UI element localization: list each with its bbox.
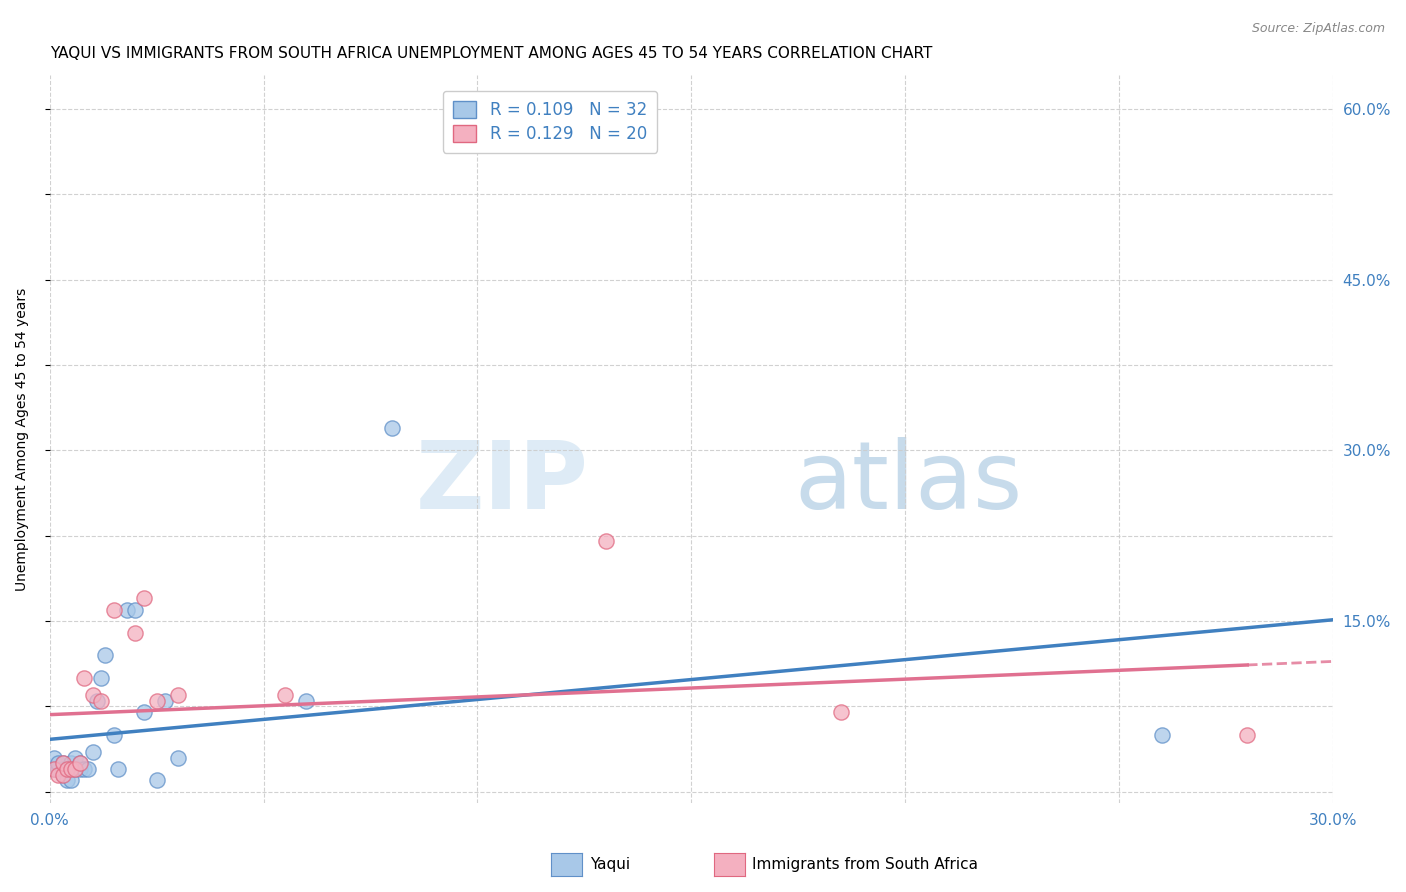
Point xyxy=(82,745,104,759)
Point xyxy=(830,705,852,719)
Point xyxy=(132,591,155,606)
Point xyxy=(124,625,146,640)
Point xyxy=(65,762,87,776)
Point xyxy=(132,705,155,719)
Text: atlas: atlas xyxy=(794,437,1022,529)
Point xyxy=(381,420,404,434)
Point xyxy=(167,688,190,702)
Point xyxy=(124,603,146,617)
Text: Immigrants from South Africa: Immigrants from South Africa xyxy=(752,857,979,872)
Point xyxy=(86,694,108,708)
Point xyxy=(274,688,297,702)
Point xyxy=(69,756,91,771)
Point xyxy=(107,762,129,776)
Text: ZIP: ZIP xyxy=(416,437,589,529)
Point xyxy=(52,768,75,782)
Text: Yaqui: Yaqui xyxy=(591,857,631,872)
Point xyxy=(90,671,112,685)
Point xyxy=(42,750,65,764)
Point xyxy=(77,762,100,776)
Point xyxy=(145,773,167,788)
Point xyxy=(65,762,87,776)
Point xyxy=(48,756,70,771)
Point xyxy=(167,750,190,764)
Point xyxy=(1236,728,1258,742)
Text: Source: ZipAtlas.com: Source: ZipAtlas.com xyxy=(1251,22,1385,36)
Y-axis label: Unemployment Among Ages 45 to 54 years: Unemployment Among Ages 45 to 54 years xyxy=(15,287,30,591)
Point xyxy=(56,773,79,788)
Point xyxy=(155,694,177,708)
Text: YAQUI VS IMMIGRANTS FROM SOUTH AFRICA UNEMPLOYMENT AMONG AGES 45 TO 54 YEARS COR: YAQUI VS IMMIGRANTS FROM SOUTH AFRICA UN… xyxy=(49,46,932,62)
Point xyxy=(48,768,70,782)
Point xyxy=(60,762,83,776)
Point xyxy=(295,694,318,708)
Point xyxy=(73,762,96,776)
Point xyxy=(48,762,70,776)
Point xyxy=(42,762,65,776)
Point xyxy=(1150,728,1173,742)
Point xyxy=(94,648,117,663)
Point xyxy=(60,773,83,788)
Point xyxy=(145,694,167,708)
Point xyxy=(115,603,138,617)
Point xyxy=(65,750,87,764)
Point xyxy=(56,762,79,776)
Point xyxy=(82,688,104,702)
Legend: R = 0.109   N = 32, R = 0.129   N = 20: R = 0.109 N = 32, R = 0.129 N = 20 xyxy=(443,90,657,153)
Point xyxy=(52,762,75,776)
Point xyxy=(103,603,125,617)
Point xyxy=(90,694,112,708)
Point xyxy=(52,768,75,782)
Point xyxy=(103,728,125,742)
Point xyxy=(52,756,75,771)
Point xyxy=(69,762,91,776)
Point xyxy=(60,756,83,771)
Point xyxy=(73,671,96,685)
Point xyxy=(42,762,65,776)
Point xyxy=(52,756,75,771)
Point xyxy=(69,756,91,771)
Point xyxy=(56,762,79,776)
Point xyxy=(595,534,617,549)
